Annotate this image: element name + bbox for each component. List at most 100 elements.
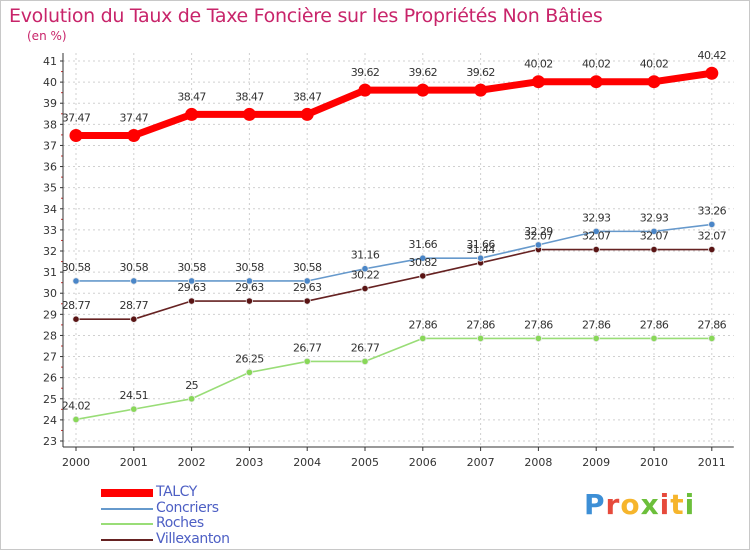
logo-letter: P [584, 488, 606, 521]
data-point-villexanton [361, 284, 369, 293]
data-point-concriers [476, 254, 485, 262]
y-tick-label: 35 [43, 182, 57, 195]
data-point-concriers [303, 277, 311, 285]
x-tick-label: 2011 [698, 456, 726, 469]
data-point-talcy [242, 107, 256, 121]
x-tick-label: 2010 [640, 456, 668, 469]
data-label-concriers: 32.93 [640, 211, 669, 224]
data-label-talcy: 37.47 [62, 112, 91, 125]
y-tick-label: 38 [43, 118, 57, 131]
y-tick-label: 25 [43, 393, 57, 406]
data-point-villexanton [72, 315, 80, 323]
chart-title: Evolution du Taux de Taxe Foncière sur l… [9, 5, 603, 27]
logo-letter: i [684, 488, 696, 521]
data-point-villexanton [303, 297, 311, 305]
data-label-villexanton: 32.07 [582, 230, 611, 243]
y-tick-label: 24 [43, 414, 57, 427]
y-tick-label: 31 [43, 266, 57, 279]
y-tick-label: 39 [43, 97, 57, 110]
data-label-concriers: 31.16 [351, 249, 380, 262]
data-point-talcy [127, 129, 141, 143]
data-point-roches [476, 334, 485, 342]
data-point-roches [188, 395, 196, 403]
legend-label: Roches [156, 515, 204, 531]
y-tick-label: 41 [43, 55, 57, 68]
data-point-talcy [300, 107, 314, 121]
series-layer [69, 66, 719, 424]
data-label-roches: 24.02 [62, 399, 91, 412]
data-label-concriers: 32.29 [524, 225, 553, 238]
data-label-villexanton: 32.07 [640, 230, 669, 243]
data-point-concriers [245, 277, 253, 285]
data-point-talcy [531, 75, 545, 89]
data-label-concriers: 31.66 [409, 238, 438, 251]
data-label-villexanton: 32.07 [698, 230, 727, 243]
x-tick-label: 2009 [582, 456, 610, 469]
data-point-roches [534, 334, 543, 342]
proxiti-logo: Proxiti [584, 488, 695, 521]
data-point-concriers [708, 220, 716, 228]
y-axis-unit: (en %) [27, 29, 67, 43]
data-label-villexanton: 31.44 [466, 243, 495, 256]
data-label-talcy: 40.02 [524, 58, 553, 71]
legend-swatch [101, 489, 153, 497]
data-label-roches: 27.86 [640, 318, 669, 331]
data-point-concriers [419, 254, 427, 262]
data-point-villexanton [419, 272, 427, 280]
data-label-concriers: 30.58 [62, 261, 91, 274]
axes [60, 53, 734, 451]
data-label-villexanton: 30.22 [351, 269, 380, 282]
data-label-villexanton: 29.63 [235, 281, 264, 294]
data-label-talcy: 38.47 [235, 90, 264, 103]
data-label-roches: 27.86 [582, 318, 611, 331]
data-point-roches [361, 357, 369, 366]
x-tick-label: 2007 [467, 456, 495, 469]
legend-swatch [101, 507, 153, 510]
data-label-talcy: 40.02 [582, 58, 611, 71]
x-tick-label: 2003 [235, 456, 263, 469]
data-point-concriers [650, 227, 658, 235]
data-point-talcy [647, 75, 661, 89]
data-label-roches: 25 [185, 379, 198, 392]
data-label-villexanton: 28.77 [120, 299, 149, 312]
y-tick-label: 23 [43, 435, 57, 448]
y-tick-label: 27 [43, 351, 57, 364]
legend-swatch [101, 523, 153, 525]
data-label-talcy: 37.47 [120, 112, 149, 125]
data-label-concriers: 30.58 [293, 261, 322, 274]
data-point-concriers [130, 277, 138, 285]
data-point-talcy [416, 83, 430, 97]
y-tick-label: 37 [43, 139, 57, 152]
data-label-roches: 26.77 [351, 341, 380, 354]
data-label-talcy: 39.62 [409, 66, 438, 79]
data-label-villexanton: 32.07 [524, 230, 553, 243]
legend-swatch [101, 538, 153, 541]
data-point-roches [708, 334, 716, 342]
logo-letter: t [670, 488, 685, 521]
x-tick-label: 2008 [524, 456, 552, 469]
tick-labels: 23 24 25 26 27 28 29 30 31 32 33 34 35 36 37 38 39 40 41 20… [43, 55, 726, 469]
logo-letter: r [605, 488, 621, 521]
data-label-villexanton: 28.77 [62, 299, 91, 312]
data-point-concriers [188, 277, 196, 285]
data-point-roches [592, 334, 600, 342]
data-label-talcy: 39.62 [466, 66, 495, 79]
x-tick-label: 2006 [409, 456, 437, 469]
y-tick-label: 29 [43, 308, 57, 321]
data-label-concriers: 30.58 [235, 261, 264, 274]
data-point-talcy [185, 107, 199, 121]
data-label-roches: 27.86 [698, 318, 727, 331]
data-point-villexanton [188, 297, 196, 305]
legend-label: Concriers [156, 499, 219, 516]
data-point-roches [72, 415, 80, 424]
data-label-talcy: 40.42 [698, 49, 727, 62]
data-label-villexanton: 29.63 [293, 281, 322, 294]
data-label-roches: 26.77 [293, 341, 322, 354]
data-point-talcy [705, 66, 719, 80]
data-label-concriers: 30.58 [120, 261, 149, 274]
legend-label: TALCY [156, 484, 197, 500]
series-line-concriers [76, 223, 712, 282]
data-point-roches [130, 405, 138, 413]
